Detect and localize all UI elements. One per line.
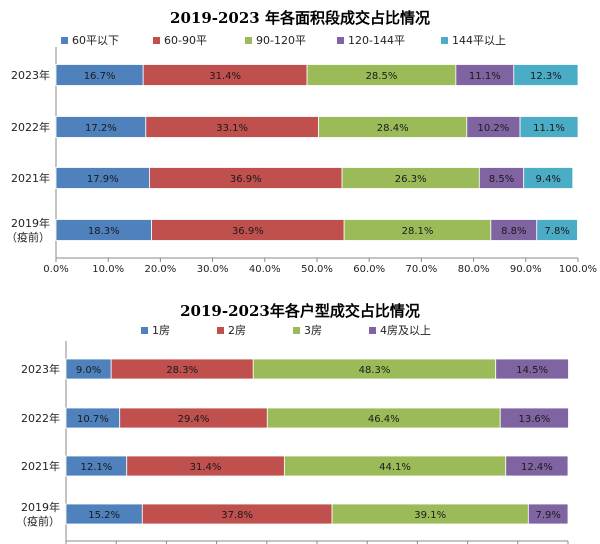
legend-entry: 120-144平 [348,34,405,47]
bar-segment [505,455,569,477]
x-tick-label: 40.0% [249,264,281,275]
unit-type-share-chart: 2019-2023年各户型成交占比情况 1房 2房 3房 4房及以上 2023年 9.0% 2… [16,302,569,544]
data-label: 17.2% [85,123,117,134]
category-label: 2019年（疫前） [16,500,60,528]
data-label: 37.8% [221,510,253,521]
x-tick-label: 100.0% [559,264,597,275]
x-tick-label: 20.0% [145,264,177,275]
bar-segment [536,219,578,241]
legend-entry: 3房 [304,324,322,337]
data-label: 9.4% [536,174,561,185]
data-label: 36.9% [232,226,264,237]
legend-swatch [245,37,252,44]
data-label: 12.3% [530,71,562,82]
category-label: 2019年（疫前） [6,216,50,244]
data-label: 9.0% [76,365,101,376]
x-tick-label: 70.0% [406,264,438,275]
legend-entry: 144平以上 [452,34,506,47]
bar-segment [523,167,574,189]
category-label: 2021年 [11,171,50,185]
data-label: 11.1% [533,123,565,134]
data-label: 39.1% [414,510,446,521]
legend-swatch [153,37,160,44]
legend-entry: 60平以下 [72,34,119,47]
data-label: 18.3% [88,226,120,237]
category-label: 2022年 [21,411,60,425]
data-label: 28.5% [366,71,398,82]
data-label: 7.8% [544,226,569,237]
chart-title: 2019-2023 年各面积段成交占比情况 [170,9,430,27]
legend-entry: 2房 [228,324,246,337]
data-label: 48.3% [359,365,391,376]
data-label: 8.5% [489,174,514,185]
data-label: 29.4% [178,414,210,425]
x-tick-label: 50.0% [301,264,333,275]
data-label: 31.4% [190,462,222,473]
data-label: 31.4% [209,71,241,82]
legend-swatch [441,37,448,44]
data-label: 10.2% [478,123,510,134]
area-share-chart: 2019-2023 年各面积段成交占比情况 60平以下 60-90平 90-120平 1… [6,9,597,275]
legend-entry: 90-120平 [256,34,306,47]
data-label: 15.2% [88,510,120,521]
chart-title: 2019-2023年各户型成交占比情况 [180,302,420,320]
legend-swatch [369,327,376,334]
data-label: 14.5% [516,365,548,376]
legend-swatch [141,327,148,334]
data-label: 36.9% [230,174,262,185]
data-label: 13.6% [518,414,550,425]
data-label: 17.9% [87,174,119,185]
data-label: 28.1% [402,226,434,237]
category-label: 2023年 [11,68,50,82]
x-tick-label: 60.0% [353,264,385,275]
bar-segment [513,64,579,86]
data-label: 46.4% [368,414,400,425]
bar-segment [519,116,579,138]
bar-segment [527,503,569,525]
data-label: 26.3% [395,174,427,185]
data-label: 28.3% [166,365,198,376]
x-tick-label: 30.0% [197,264,229,275]
data-label: 12.4% [521,462,553,473]
x-tick-label: 0.0% [43,264,68,275]
data-label: 44.1% [379,462,411,473]
data-label: 10.7% [77,414,109,425]
category-label: 2023年 [21,362,60,376]
data-label: 33.1% [216,123,248,134]
legend: 60平以下 60-90平 90-120平 120-144平 144平以上 [61,34,506,47]
category-label: 2021年 [21,459,60,473]
data-label: 11.1% [469,71,501,82]
x-tick-label: 80.0% [458,264,490,275]
category-label: 2022年 [11,120,50,134]
data-label: 7.9% [535,510,560,521]
legend-swatch [337,37,344,44]
bar-segment [499,407,569,429]
legend-entry: 60-90平 [164,34,207,47]
data-label: 12.1% [80,462,112,473]
legend: 1房 2房 3房 4房及以上 [141,324,431,337]
legend-swatch [217,327,224,334]
x-tick-label: 90.0% [510,264,542,275]
legend-entry: 4房及以上 [380,324,431,337]
legend-swatch [61,37,68,44]
bar-segment [495,358,569,380]
data-label: 28.4% [377,123,409,134]
x-tick-label: 10.0% [92,264,124,275]
legend-entry: 1房 [152,324,170,337]
legend-swatch [293,327,300,334]
data-label: 16.7% [84,71,116,82]
data-label: 8.8% [501,226,526,237]
